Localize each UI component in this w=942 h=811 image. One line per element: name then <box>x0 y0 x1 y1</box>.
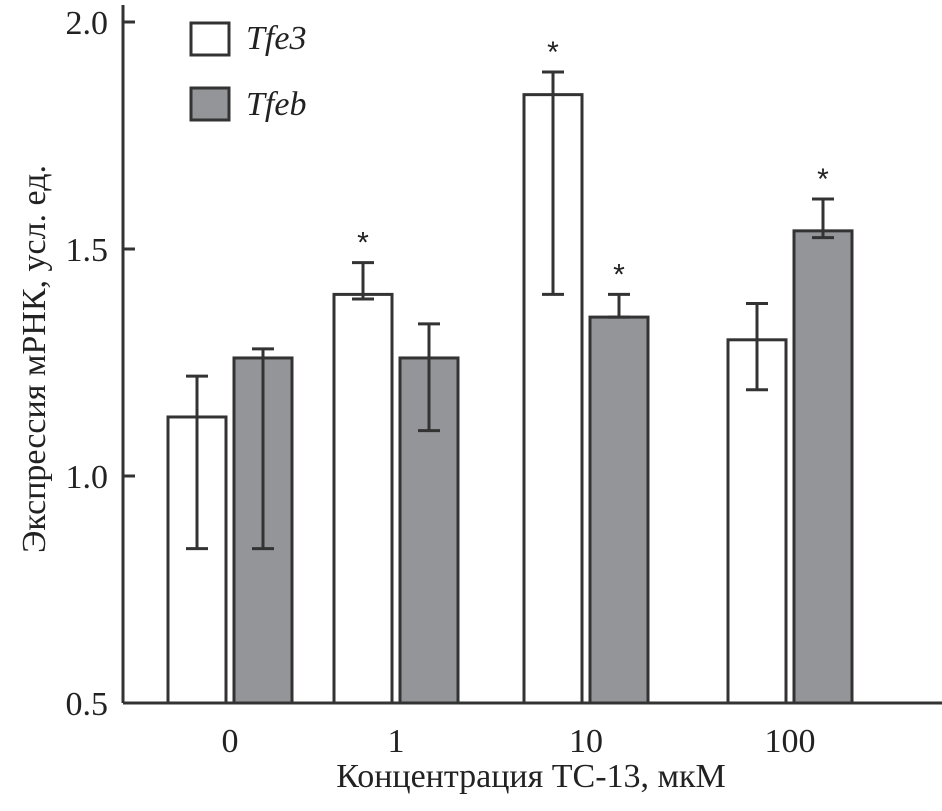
legend-swatch-tfeb <box>189 86 231 122</box>
y-tick-label: 2.0 <box>66 5 109 42</box>
significance-star: * <box>547 36 559 69</box>
legend-label-tfeb: Tfeb <box>246 86 307 123</box>
bar-tfe3 <box>726 338 788 705</box>
x-tick-label: 1 <box>388 723 405 760</box>
significance-star: * <box>357 227 369 260</box>
y-axis-title: Экспрессия мРНК, усл. ед. <box>16 165 53 554</box>
significance-star: * <box>817 163 829 196</box>
bar-tfeb <box>792 229 854 705</box>
significance-star: * <box>613 258 625 291</box>
legend-swatch-tfe3 <box>189 21 231 57</box>
x-tick-label: 0 <box>222 723 239 760</box>
x-tick-label: 10 <box>569 723 603 760</box>
bar-tfe3 <box>332 292 394 705</box>
bar-tfeb <box>588 315 650 705</box>
x-axis-title: Концентрация ТС-13, мкМ <box>336 758 726 795</box>
y-tick-label: 0.5 <box>66 686 109 723</box>
x-tick-label: 100 <box>765 723 816 760</box>
legend-label-tfe3: Tfe3 <box>246 20 307 57</box>
y-tick-label: 1.0 <box>66 459 109 496</box>
y-tick-label: 1.5 <box>66 232 109 269</box>
